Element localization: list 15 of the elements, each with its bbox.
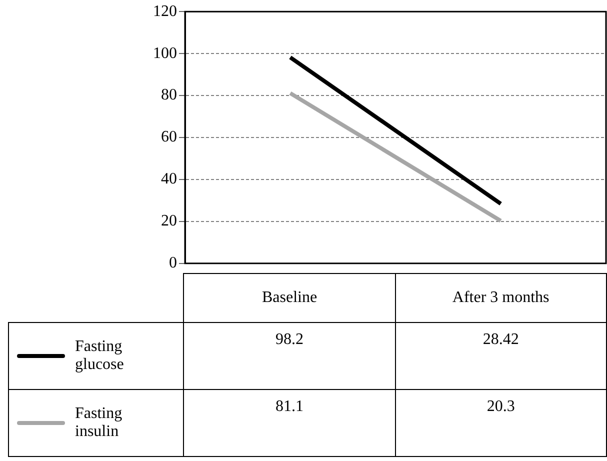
y-tick-label: 0	[169, 254, 177, 272]
x-tick-label: After 3 months	[395, 274, 606, 322]
data-label: 20.3	[395, 390, 606, 456]
y-tick-label: 80	[161, 86, 177, 104]
legend-label: Fasting insulin	[75, 405, 124, 441]
y-tick-label: 60	[161, 128, 177, 146]
legend-label: Fasting glucose	[75, 338, 125, 374]
y-tick-label: 100	[153, 44, 177, 62]
data-label: 98.2	[184, 322, 396, 390]
y-tick-label: 40	[161, 170, 177, 188]
data-label: 81.1	[184, 390, 396, 456]
x-tick-label: Baseline	[184, 274, 396, 322]
y-tick-label: 120	[153, 2, 177, 20]
y-tick-label: 20	[161, 212, 177, 230]
data-label: 28.42	[395, 322, 606, 390]
